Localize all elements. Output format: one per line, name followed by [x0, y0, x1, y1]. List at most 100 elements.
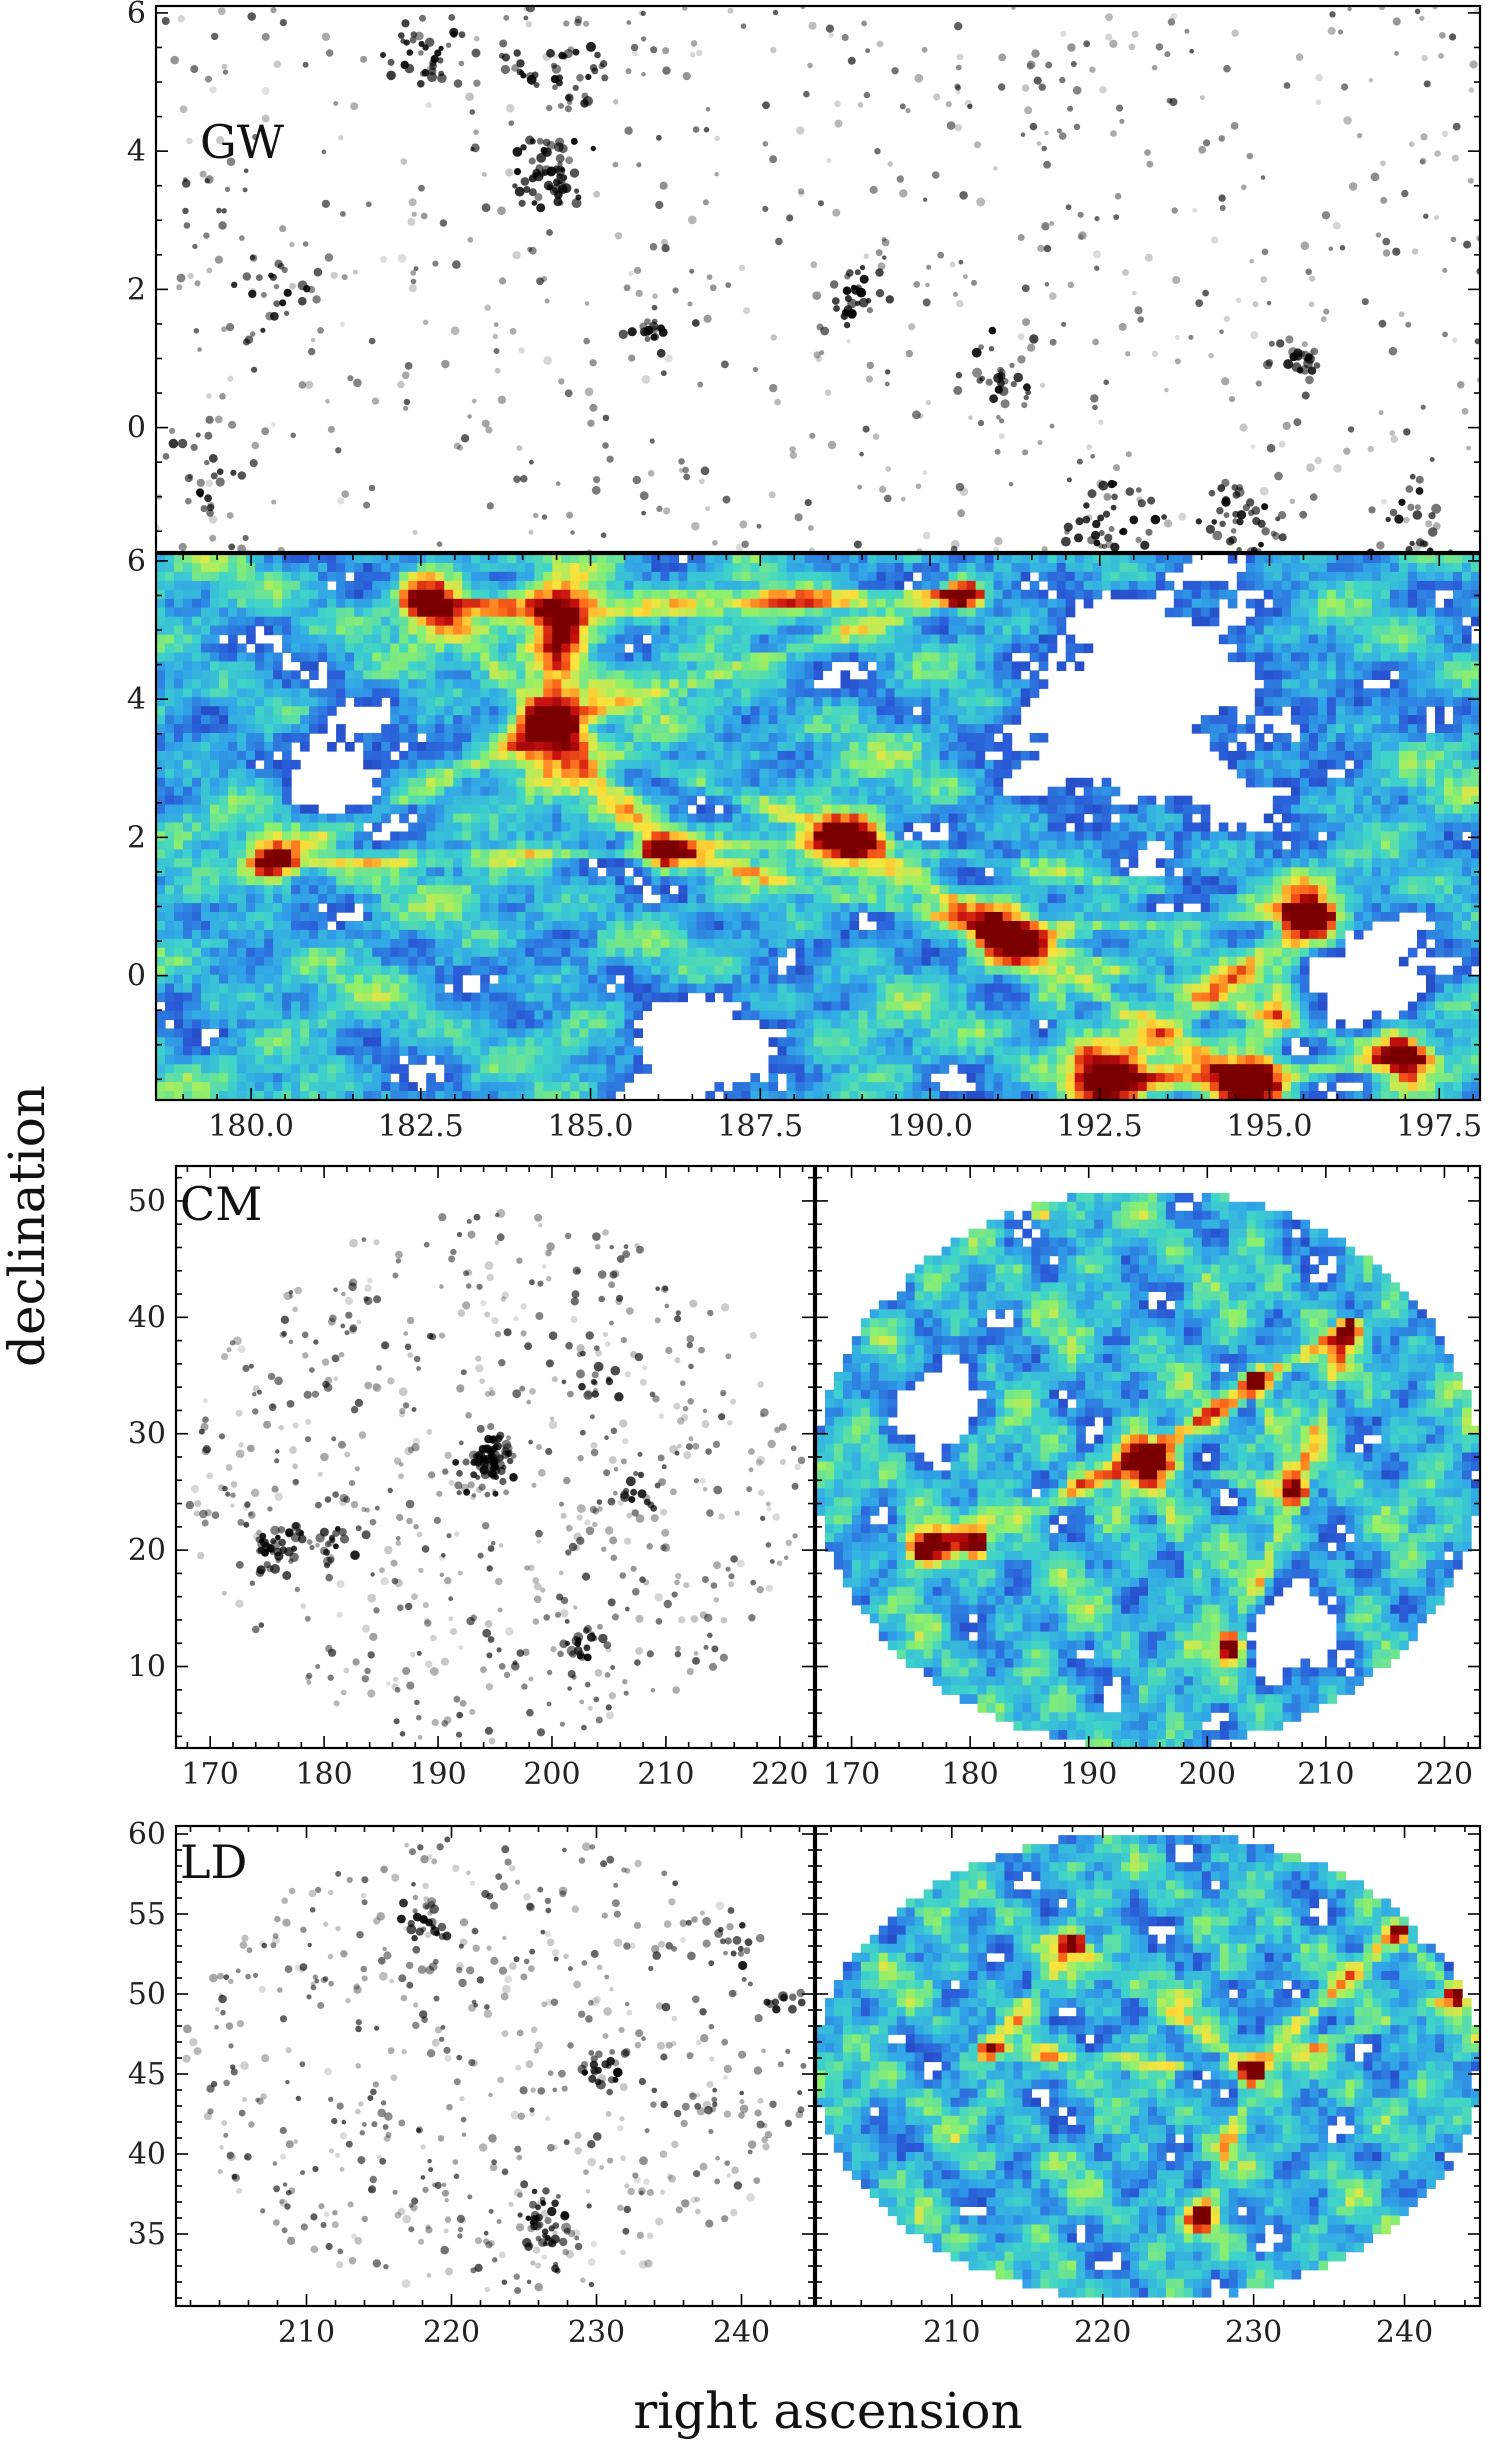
galaxy-point [1125, 487, 1135, 496]
galaxy-point [899, 103, 906, 110]
galaxy-point [1110, 542, 1120, 552]
galaxy-point [583, 337, 590, 345]
galaxy-point [466, 1616, 475, 1626]
galaxy-point [546, 1242, 555, 1251]
galaxy-point [1094, 265, 1100, 271]
galaxy-point [1415, 487, 1424, 495]
galaxy-point [675, 2206, 683, 2214]
galaxy-point [542, 2233, 548, 2239]
galaxy-point [376, 1912, 386, 1921]
galaxy-point [206, 1472, 214, 1480]
galaxy-point [1407, 503, 1415, 511]
galaxy-point [394, 1686, 401, 1693]
galaxy-point [994, 448, 1001, 455]
galaxy-point [709, 2056, 715, 2062]
galaxy-point [1405, 321, 1412, 328]
galaxy-point [529, 2200, 537, 2209]
galaxy-point [544, 1897, 552, 1905]
galaxy-point [558, 51, 566, 60]
galaxy-point [510, 1452, 517, 1459]
galaxy-point [807, 525, 814, 531]
galaxy-point [690, 40, 698, 47]
galaxy-point [572, 1266, 581, 1275]
galaxy-point [606, 455, 614, 463]
galaxy-point [496, 2219, 502, 2224]
galaxy-point [993, 166, 998, 171]
galaxy-point [869, 185, 878, 194]
ld-galaxies-ytick-label: 40 [128, 2137, 166, 2172]
galaxy-point [278, 1538, 286, 1547]
galaxy-point [857, 484, 863, 490]
galaxy-point [741, 540, 749, 548]
galaxy-point [1113, 214, 1120, 221]
galaxy-point [1144, 149, 1151, 156]
galaxy-point [273, 300, 281, 307]
galaxy-point [448, 1255, 456, 1263]
galaxy-point [1083, 502, 1090, 509]
galaxy-point [400, 60, 409, 70]
galaxy-point [248, 289, 257, 299]
galaxy-point [1219, 205, 1226, 211]
galaxy-point [385, 2131, 392, 2138]
galaxy-point [1241, 184, 1247, 191]
galaxy-point [1257, 519, 1266, 528]
galaxy-point [380, 1577, 389, 1586]
galaxy-point [529, 1279, 535, 1286]
galaxy-point [978, 344, 984, 350]
galaxy-point [448, 1616, 454, 1622]
galaxy-point [655, 1618, 663, 1625]
galaxy-point [350, 102, 359, 111]
galaxy-point [1347, 6, 1352, 12]
galaxy-point [525, 6, 536, 13]
galaxy-point [501, 1291, 509, 1299]
galaxy-point [408, 198, 417, 207]
galaxy-point [469, 109, 476, 115]
galaxy-point [672, 1686, 680, 1694]
galaxy-point [413, 1523, 419, 1530]
galaxy-point [311, 1390, 319, 1398]
galaxy-point [186, 137, 193, 145]
galaxy-point [1282, 421, 1291, 430]
galaxy-point [592, 1521, 598, 1528]
gw-density-panel: 180.0 182.5 185.0 187.5 190.0 192.5 195.0 197.5… [127, 544, 1482, 1144]
galaxy-point [310, 337, 316, 343]
galaxy-point [351, 2233, 357, 2240]
galaxy-point [221, 2120, 228, 2126]
galaxy-point [1061, 321, 1067, 327]
galaxy-point [256, 2097, 264, 2105]
galaxy-point [456, 1490, 462, 1496]
galaxy-point [633, 1470, 639, 1477]
galaxy-point [486, 1652, 493, 1659]
galaxy-point [422, 1882, 429, 1890]
galaxy-point [661, 1870, 668, 1877]
galaxy-point [580, 99, 589, 108]
galaxy-point [547, 2143, 555, 2152]
galaxy-point [543, 356, 552, 365]
galaxy-point [587, 2157, 596, 2167]
galaxy-point [495, 1212, 500, 1218]
galaxy-point [484, 1311, 491, 1318]
galaxy-point [783, 1555, 789, 1561]
galaxy-point [585, 2189, 591, 2194]
galaxy-point [503, 1671, 511, 1679]
galaxy-point [500, 64, 510, 75]
galaxy-point [412, 1908, 418, 1914]
galaxy-point [681, 2102, 690, 2111]
galaxy-point [998, 433, 1005, 440]
galaxy-point [619, 2083, 628, 2092]
galaxy-point [831, 297, 840, 305]
galaxy-point [421, 1545, 430, 1553]
galaxy-point [1438, 32, 1446, 39]
galaxy-point [1298, 350, 1306, 358]
galaxy-point [528, 1676, 534, 1682]
galaxy-point [570, 1315, 578, 1324]
galaxy-point [208, 454, 218, 463]
galaxy-point [403, 405, 409, 411]
galaxy-point [726, 1420, 733, 1426]
galaxy-point [444, 1576, 452, 1585]
galaxy-point [671, 2040, 677, 2047]
galaxy-point [671, 2140, 679, 2149]
galaxy-point [646, 2232, 654, 2240]
galaxy-point [258, 1985, 266, 1993]
galaxy-point [765, 1501, 771, 1507]
